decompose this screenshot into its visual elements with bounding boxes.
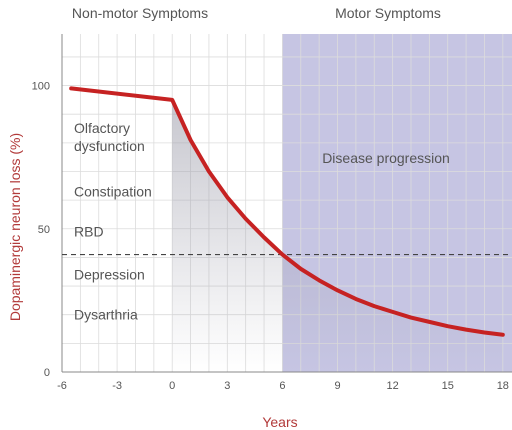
symptom-label: RBD [74, 224, 104, 240]
x-tick-label: 15 [442, 380, 454, 392]
phase-label-non-motor: Non-motor Symptoms [72, 5, 208, 21]
symptom-label: Olfactory [74, 120, 130, 136]
x-tick-label: 0 [169, 380, 175, 392]
x-tick-label: -6 [57, 380, 67, 392]
phase-label-motor: Motor Symptoms [335, 5, 441, 21]
x-tick-label: 9 [334, 380, 340, 392]
y-tick-label: 0 [44, 367, 50, 379]
neuron-loss-curve [69, 86, 505, 337]
y-axis-title: Dopaminergic neuron loss (%) [7, 133, 23, 321]
shaded-region-label: Disease progression [322, 150, 450, 166]
x-tick-label: 6 [279, 380, 285, 392]
symptom-label: Depression [74, 267, 145, 283]
symptom-label: Constipation [74, 184, 152, 200]
curve-fade-area [172, 99, 503, 373]
symptom-label: dysfunction [74, 138, 145, 154]
x-axis-title: Years [262, 414, 297, 430]
x-tick-label: 12 [386, 380, 398, 392]
x-tick-label: -3 [112, 380, 122, 392]
y-tick-label: 100 [32, 81, 50, 93]
x-tick-label: 18 [497, 380, 509, 392]
y-tick-label: 50 [38, 224, 50, 236]
x-tick-label: 3 [224, 380, 230, 392]
symptom-label: Dysarthria [74, 307, 138, 323]
